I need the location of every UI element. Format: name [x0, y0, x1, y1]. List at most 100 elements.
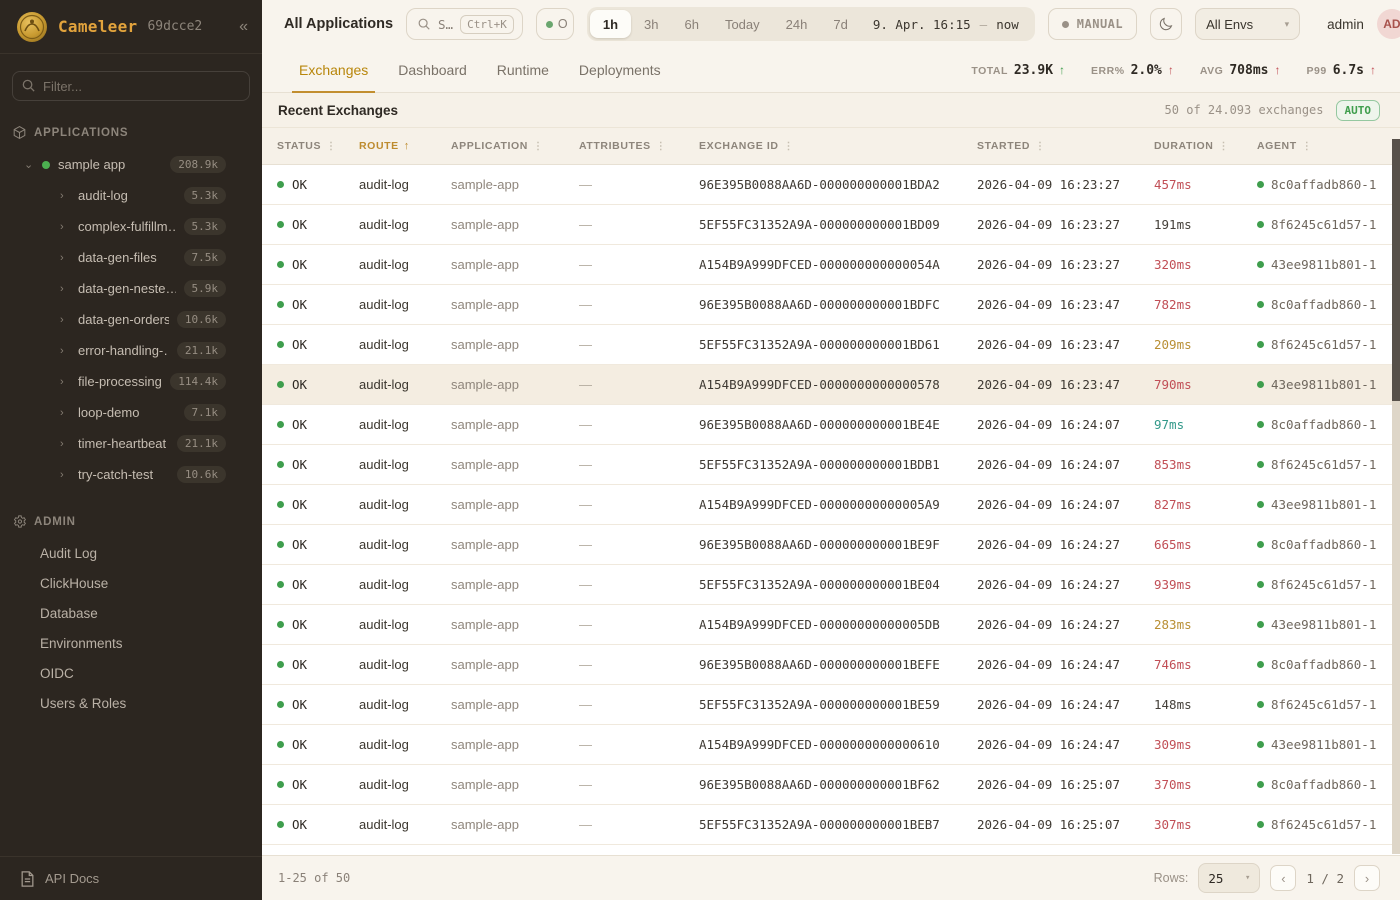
range-button-6h[interactable]: 6h: [684, 16, 699, 32]
column-header-route[interactable]: ROUTE ↑: [359, 140, 451, 152]
table-row[interactable]: OK audit-log sample-app — 5EF55FC31352A9A-00…: [262, 805, 1400, 845]
env-select[interactable]: All Envs ▾: [1195, 8, 1301, 40]
sidebar-item-environments[interactable]: Environments: [40, 635, 123, 651]
table-row[interactable]: OK audit-log sample-app — A154B9A999DFCED-00…: [262, 485, 1400, 525]
sidebar-item-users-roles[interactable]: Users & Roles: [40, 695, 127, 711]
column-header-status[interactable]: STATUS ⋮: [277, 140, 359, 152]
sidebar-item-sample-app[interactable]: ⌄ sample app 208.9k: [0, 149, 262, 180]
trend-arrow-icon: ↑: [1370, 62, 1376, 77]
column-label: AGENT: [1257, 140, 1297, 152]
status-ok-dot: [277, 461, 284, 468]
column-menu-icon: ⋮: [783, 140, 795, 152]
tab-dashboard[interactable]: Dashboard: [398, 62, 467, 78]
agent-id: 8f6245c61d57-1: [1271, 577, 1377, 592]
table-row[interactable]: OK audit-log sample-app — 5EF55FC31352A9A-00…: [262, 325, 1400, 365]
agent-cell: 8f6245c61d57-1: [1257, 577, 1400, 592]
tab-exchanges[interactable]: Exchanges: [284, 48, 383, 93]
sidebar-item-loop-demo[interactable]: › loop-demo 7.1k: [0, 397, 262, 428]
range-button-1h[interactable]: 1h: [589, 10, 632, 38]
column-header-duration[interactable]: DURATION ⋮: [1154, 140, 1257, 152]
range-button-7d[interactable]: 7d: [833, 16, 848, 32]
table-row[interactable]: OK audit-log sample-app — 5EF55FC31352A9A-00…: [262, 205, 1400, 245]
table-row[interactable]: OK audit-log sample-app — 5EF55FC31352A9A-00…: [262, 565, 1400, 605]
exchange-count: 50 of 24.093 exchanges: [1164, 103, 1324, 117]
rows-per-page-select[interactable]: 25 ▾: [1198, 863, 1261, 893]
time-range-display[interactable]: 9. Apr. 16:15 — now: [861, 17, 1033, 32]
status-text: OK: [292, 257, 308, 272]
table-row[interactable]: OK audit-log sample-app — 96E395B0088AA6D-00…: [262, 525, 1400, 565]
sidebar-item-audit-log[interactable]: Audit Log: [40, 545, 98, 561]
exchange-id-cell: 96E395B0088AA6D-000000000001BDFC: [699, 297, 940, 312]
table-row[interactable]: OK audit-log sample-app — A154B9A999DFCED-00…: [262, 365, 1400, 405]
route-label: error-handling-…: [78, 343, 169, 358]
status-cell: OK: [277, 297, 359, 312]
sidebar-item-audit-log[interactable]: › audit-log 5.3k: [0, 180, 262, 211]
agent-id: 43ee9811b801-1: [1271, 497, 1377, 512]
sidebar-item-data-gen-neste[interactable]: › data-gen-neste… 5.9k: [0, 273, 262, 304]
column-header-started[interactable]: STARTED ⋮: [977, 140, 1154, 152]
duration-cell: 309ms: [1154, 737, 1192, 752]
sidebar-item-database[interactable]: Database: [40, 605, 98, 621]
count-badge: 114.4k: [170, 373, 226, 390]
auto-refresh-badge[interactable]: AUTO: [1335, 99, 1380, 121]
column-header-application[interactable]: APPLICATION ⋮: [451, 140, 579, 152]
column-menu-icon: ⋮: [1218, 140, 1230, 152]
avatar[interactable]: AD: [1376, 9, 1400, 39]
range-button-24h[interactable]: 24h: [785, 16, 808, 32]
status-text: OK: [292, 817, 308, 832]
status-text: OK: [292, 657, 308, 672]
tab-runtime[interactable]: Runtime: [496, 62, 549, 78]
table-row[interactable]: OK audit-log sample-app — A154B9A999DFCED-00…: [262, 245, 1400, 285]
sidebar-item-file-processing[interactable]: › file-processing 114.4k: [0, 366, 262, 397]
prev-page-button[interactable]: ‹: [1270, 865, 1297, 891]
search-shortcut: Ctrl+K: [460, 14, 514, 34]
theme-toggle-button[interactable]: [1150, 8, 1183, 40]
sidebar-item-data-gen-orders[interactable]: › data-gen-orders 10.6k: [0, 304, 262, 335]
status-text: OK: [292, 217, 308, 232]
next-page-button[interactable]: ›: [1354, 865, 1380, 891]
table-row[interactable]: OK audit-log sample-app — 96E395B0088AA6D-00…: [262, 405, 1400, 445]
global-search[interactable]: S… Ctrl+K: [406, 8, 523, 40]
manual-refresh-button[interactable]: MANUAL: [1047, 8, 1138, 40]
table-row[interactable]: OK audit-log sample-app — 96E395B0088AA6D-00…: [262, 285, 1400, 325]
sidebar-item-timer-heartbeat[interactable]: › timer-heartbeat 21.1k: [0, 428, 262, 459]
live-status-toggle[interactable]: O: [535, 8, 574, 40]
sidebar-item-error-handling[interactable]: › error-handling-… 21.1k: [0, 335, 262, 366]
column-header-agent[interactable]: AGENT ⋮: [1257, 140, 1400, 152]
table-row[interactable]: OK audit-log sample-app — 96E395B0088AA6D-00…: [262, 645, 1400, 685]
column-header-attributes[interactable]: ATTRIBUTES ⋮: [579, 140, 699, 152]
started-cell: 2026-04-09 16:23:47: [977, 297, 1120, 312]
status-ok-dot: [277, 621, 284, 628]
column-header-exchange-id[interactable]: EXCHANGE ID ⋮: [699, 140, 977, 152]
route-cell: audit-log: [359, 337, 409, 352]
range-button-3h[interactable]: 3h: [644, 16, 659, 32]
status-ok-dot: [277, 741, 284, 748]
agent-status-dot: [1257, 661, 1264, 668]
table-row[interactable]: OK audit-log sample-app — A154B9A999DFCED-00…: [262, 605, 1400, 645]
agent-id: 8c0affadb860-1: [1271, 657, 1377, 672]
table-scrollbar[interactable]: [1392, 139, 1400, 854]
sidebar-item-oidc[interactable]: OIDC: [40, 665, 74, 681]
sidebar-item-clickhouse[interactable]: ClickHouse: [40, 575, 109, 591]
table-row[interactable]: OK audit-log sample-app — 96E395B0088AA6D-00…: [262, 765, 1400, 805]
started-cell: 2026-04-09 16:24:27: [977, 577, 1120, 592]
filter-input[interactable]: [12, 71, 250, 101]
scrollbar-thumb[interactable]: [1392, 139, 1400, 401]
sidebar-collapse-icon[interactable]: «: [239, 17, 248, 35]
duration-cell: 148ms: [1154, 697, 1192, 712]
tab-deployments[interactable]: Deployments: [578, 62, 661, 78]
agent-status-dot: [1257, 541, 1264, 548]
agent-status-dot: [1257, 341, 1264, 348]
sidebar-item-try-catch-test[interactable]: › try-catch-test 10.6k: [0, 459, 262, 490]
api-docs-link[interactable]: API Docs: [0, 856, 262, 900]
route-cell: audit-log: [359, 697, 409, 712]
table-row[interactable]: OK audit-log sample-app — 5EF55FC31352A9A-00…: [262, 685, 1400, 725]
range-button-today[interactable]: Today: [724, 16, 760, 32]
table-row[interactable]: OK audit-log sample-app — 96E395B0088AA6D-00…: [262, 165, 1400, 205]
tabs-bar: Exchanges Dashboard Runtime Deployments TOT…: [262, 48, 1400, 93]
attributes-cell: —: [579, 457, 592, 472]
table-row[interactable]: OK audit-log sample-app — 5EF55FC31352A9A-00…: [262, 445, 1400, 485]
sidebar-item-complex-fulfillm[interactable]: › complex-fulfillm… 5.3k: [0, 211, 262, 242]
table-row[interactable]: OK audit-log sample-app — A154B9A999DFCED-00…: [262, 725, 1400, 765]
sidebar-item-data-gen-files[interactable]: › data-gen-files 7.5k: [0, 242, 262, 273]
